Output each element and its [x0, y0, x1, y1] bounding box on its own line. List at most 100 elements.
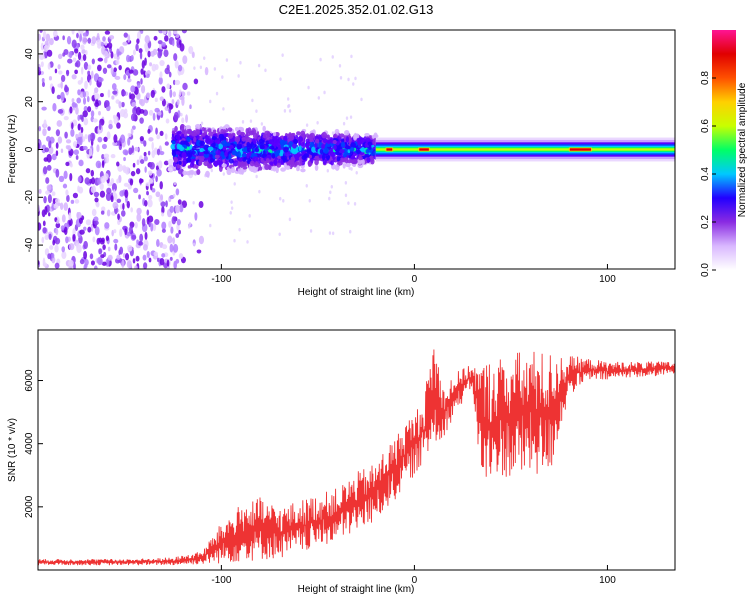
- heatmap-cell: [221, 163, 227, 168]
- heatmap-cell: [89, 132, 95, 142]
- heatmap-cell: [368, 145, 372, 150]
- heatmap-cell: [111, 182, 117, 192]
- heatmap-cell: [168, 71, 172, 78]
- heatmap-cell: [85, 168, 91, 174]
- heatmap-cell: [166, 259, 170, 267]
- heatmap-cell: [146, 209, 150, 216]
- heatmap-cell: [162, 30, 167, 35]
- heatmap-cell: [113, 238, 119, 244]
- heatmap-cell: [248, 166, 253, 171]
- heatmap-cell: [222, 133, 229, 137]
- heatmap-cell: [193, 66, 196, 70]
- heatmap-cell: [147, 199, 153, 208]
- heatmap-cell: [159, 59, 165, 67]
- heatmap-cell: [168, 103, 174, 110]
- heatmap-cell: [145, 182, 151, 187]
- heatmap-cell: [198, 151, 205, 157]
- heatmap-plot: -100 0 100 -40 -20 0 20 40: [24, 29, 676, 285]
- heatmap-cell: [93, 265, 98, 269]
- heatmap-cell: [177, 163, 181, 169]
- heatmap-cell: [113, 53, 118, 60]
- heatmap-cell: [246, 131, 251, 137]
- heatmap-cell: [276, 140, 281, 147]
- heatmap-cell: [94, 197, 99, 203]
- heatmap-cell: [76, 97, 82, 104]
- heatmap-cell: [180, 112, 183, 117]
- heatmap-cell: [105, 235, 110, 242]
- colorbar-tick-label: 0.2: [700, 215, 711, 229]
- heatmap-cell: [234, 135, 241, 143]
- heatmap-cell: [161, 244, 168, 250]
- heatmap-cell: [110, 153, 116, 159]
- heatmap-cell: [144, 231, 148, 240]
- heatmap-cell: [101, 159, 105, 169]
- heatmap-cell: [71, 101, 77, 108]
- heatmap-cell: [112, 114, 117, 120]
- heatmap-cell: [38, 188, 42, 194]
- heatmap-cell: [96, 237, 101, 245]
- heatmap-cell: [255, 109, 258, 113]
- heatmap-cell: [194, 212, 198, 221]
- heatmap-cell: [71, 30, 75, 35]
- heatmap-cell: [112, 189, 116, 198]
- heatmap-cell: [38, 66, 41, 73]
- heatmap-cell: [144, 35, 150, 44]
- heatmap-cell: [96, 32, 100, 41]
- heatmap-cell: [198, 160, 202, 166]
- heatmap-cell: [147, 150, 151, 156]
- heatmap-cell: [230, 166, 235, 174]
- heatmap-cell: [265, 158, 270, 163]
- heatmap-cell: [114, 75, 121, 80]
- heatmap-cell: [122, 202, 125, 211]
- heatmap-cell: [331, 231, 335, 236]
- heatmap-cell: [46, 49, 53, 57]
- heatmap-cell: [46, 164, 52, 171]
- heatmap-cell: [214, 154, 220, 159]
- heatmap-cell: [234, 127, 239, 132]
- heatmap-cell: [208, 163, 212, 169]
- heatmap-cell: [172, 79, 176, 86]
- heatmap-cell: [138, 194, 141, 200]
- heatmap-cell: [165, 200, 168, 208]
- heatmap-cell: [100, 175, 106, 184]
- heatmap-cell: [65, 139, 72, 144]
- heatmap-cell: [171, 216, 177, 225]
- heatmap-cell: [80, 66, 84, 75]
- heatmap-cell: [48, 139, 52, 149]
- heatmap-cell: [80, 44, 85, 50]
- heatmap-cell: [262, 125, 266, 132]
- colorbar-label: Normalized spectral amplitude: [737, 82, 748, 217]
- heatmap-cell: [193, 136, 197, 143]
- heatmap-cell: [157, 111, 162, 116]
- heatmap-cell: [229, 211, 232, 215]
- heatmap-cell: [90, 169, 95, 177]
- heatmap-cell: [87, 76, 91, 81]
- heatmap-cell: [51, 86, 55, 95]
- heatmap-cell: [130, 54, 134, 62]
- heatmap-cell: [128, 147, 133, 155]
- heatmap-cell: [296, 131, 301, 136]
- heatmap-cell: [62, 183, 68, 189]
- heatmap-cell: [331, 131, 335, 135]
- heatmap-cell: [90, 110, 95, 118]
- heatmap-cell: [108, 123, 113, 130]
- heatmap-cell: [170, 143, 177, 150]
- heatmap-cell: [63, 202, 69, 211]
- heatmap-cell: [78, 159, 84, 167]
- heatmap-cell: [356, 149, 361, 155]
- heatmap-cell: [112, 201, 119, 209]
- heatmap-cell: [228, 158, 234, 164]
- heatmap-cell: [251, 98, 254, 103]
- heatmap-cell: [44, 147, 49, 153]
- heatmap-cell: [54, 237, 61, 245]
- heatmap-cell: [208, 131, 214, 137]
- heatmap-cell: [260, 157, 265, 163]
- heatmap-cell: [211, 136, 217, 140]
- heatmap-cell: [139, 99, 145, 107]
- heatmap-cell: [155, 127, 158, 135]
- heatmap-cell: [55, 222, 61, 229]
- heatmap-cell: [178, 229, 181, 235]
- heatmap-cell: [209, 154, 213, 158]
- heatmap-cell: [136, 207, 142, 215]
- snr-plot: -100 0 100 2000 4000 6000: [24, 329, 676, 586]
